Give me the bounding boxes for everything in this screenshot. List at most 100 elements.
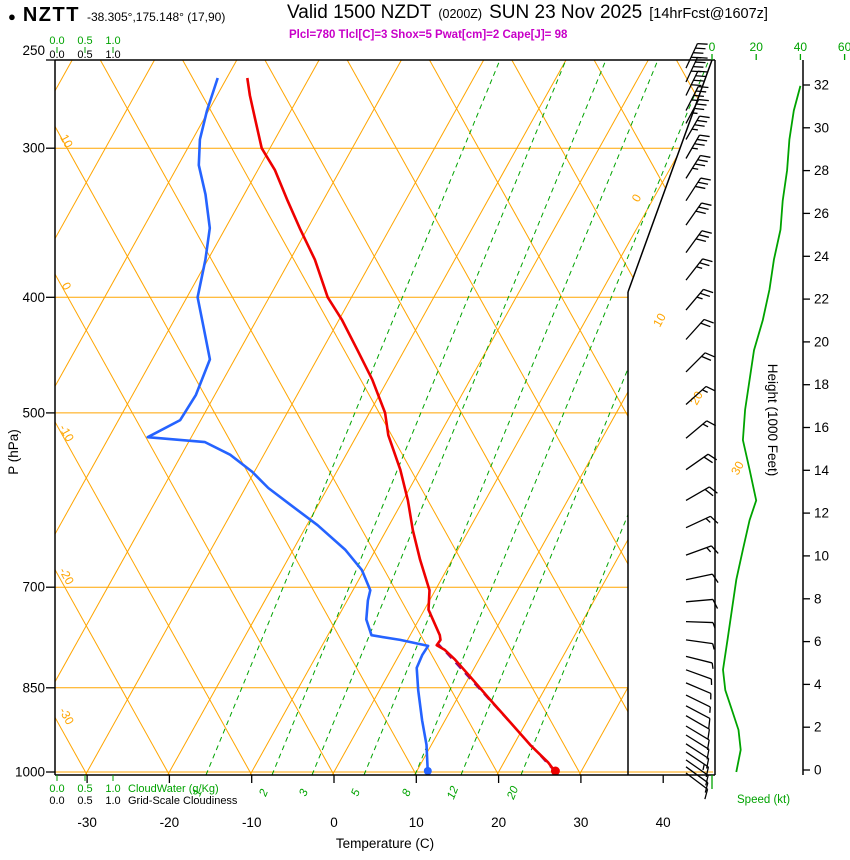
svg-text:700: 700 [22, 580, 45, 595]
svg-text:14: 14 [814, 463, 830, 478]
svg-text:0.0: 0.0 [49, 35, 64, 47]
wind-barb [685, 318, 714, 340]
svg-text:1.0: 1.0 [105, 49, 120, 61]
svg-text:18: 18 [814, 377, 829, 392]
svg-text:1000: 1000 [15, 765, 45, 780]
svg-text:16: 16 [814, 420, 829, 435]
speed-axis-title: Speed (kt) [737, 794, 790, 806]
dry-adiabat-label: 0 [59, 280, 75, 293]
wind-barb [685, 705, 711, 729]
wind-barb [685, 669, 713, 685]
dry-adiabat-label: -10 [56, 422, 77, 444]
stability-parameters: Plcl=780 Tlcl[C]=3 Shox=5 Pwat[cm]=2 Cap… [289, 29, 568, 41]
wind-barb [685, 202, 712, 226]
svg-text:6: 6 [814, 634, 822, 649]
wind-barb [685, 70, 709, 96]
svg-text:0: 0 [814, 763, 822, 778]
mixing-ratio-label: 20 [505, 784, 522, 802]
wind-barb [685, 230, 712, 253]
wind-barb [685, 352, 715, 373]
surface-temp-dot [550, 766, 560, 776]
svg-text:10: 10 [409, 815, 424, 830]
wind-barb [685, 715, 711, 740]
svg-text:0.5: 0.5 [77, 783, 92, 795]
temperature-curve [246, 77, 557, 773]
dry-adiabat-label: 10 [57, 132, 76, 151]
svg-text:32: 32 [814, 78, 829, 93]
svg-text:0.0: 0.0 [49, 783, 64, 795]
wind-barb [685, 743, 710, 769]
station-coords: -38.305°,175.148° (17,90) [86, 10, 226, 24]
wind-barb [685, 573, 719, 583]
pressure-axis: 250 300 400 500 700 850 1000 P (hPa) [6, 43, 55, 780]
svg-text:0.5: 0.5 [77, 795, 92, 807]
wind-barb [685, 177, 711, 202]
mixing-ratio-label: 5 [349, 787, 363, 798]
dewpoint-curve [146, 77, 430, 773]
svg-text:-10: -10 [242, 815, 262, 830]
cloud-scales: 0.0 0.5 1.0 0.0 0.5 1.0 0.0 0.5 1.0 CloudWater (g… [49, 35, 238, 807]
svg-text:300: 300 [22, 141, 45, 156]
svg-text:4: 4 [814, 677, 822, 692]
isotherm-label: 20 [687, 389, 706, 408]
wind-barbs [685, 42, 719, 800]
wind-barb [685, 154, 711, 179]
svg-text:24: 24 [814, 249, 830, 264]
svg-text:20: 20 [491, 815, 506, 830]
wind-speed-curve [722, 85, 802, 773]
svg-text:1.0: 1.0 [105, 783, 120, 795]
valid-time: Valid 1500 NZDT [287, 2, 432, 23]
mixing-ratio-label: 8 [400, 787, 414, 798]
svg-text:8: 8 [814, 591, 822, 606]
wind-barb [685, 598, 719, 609]
wind-barb [685, 385, 716, 405]
wind-barb [685, 258, 713, 281]
svg-text:0: 0 [330, 815, 338, 830]
valid-time-header: Valid 1500 NZDT (0200Z) SUN 23 Nov 2025 … [287, 2, 768, 24]
dry-adiabat-label: -20 [56, 565, 77, 587]
svg-text:60: 60 [838, 40, 850, 54]
svg-text:850: 850 [22, 680, 45, 695]
wind-barb [685, 453, 718, 471]
svg-text:30: 30 [814, 120, 829, 135]
station-marker-icon: ● [8, 9, 16, 24]
svg-text:1.0: 1.0 [105, 35, 120, 47]
svg-text:30: 30 [573, 815, 588, 830]
mixing-ratio-lines [205, 60, 712, 775]
svg-text:26: 26 [814, 206, 829, 221]
wind-barb [685, 115, 710, 140]
mixing-ratio-label: 12 [445, 784, 461, 801]
wind-barb [685, 655, 714, 669]
svg-text:0.0: 0.0 [49, 795, 64, 807]
valid-date: SUN 23 Nov 2025 [489, 2, 643, 23]
svg-text:20: 20 [814, 334, 829, 349]
svg-text:0: 0 [709, 40, 716, 54]
svg-text:40: 40 [656, 815, 671, 830]
temperature-axis: -30 -20 -10 0 10 20 30 40 Temperature (C) [77, 775, 671, 851]
height-axis-title: Height (1000 Feet) [765, 364, 780, 477]
svg-text:40: 40 [794, 40, 808, 54]
wind-barb [685, 620, 716, 629]
svg-text:28: 28 [814, 163, 829, 178]
forecast-hour: [14hrFcst@1607z] [649, 6, 768, 22]
wind-barb [685, 420, 717, 439]
station-id: NZTT [22, 4, 80, 26]
svg-text:0.0: 0.0 [49, 49, 64, 61]
svg-text:400: 400 [22, 290, 45, 305]
wind-barb [685, 486, 718, 501]
svg-text:250: 250 [22, 43, 45, 58]
svg-text:12: 12 [814, 506, 829, 521]
svg-text:0.5: 0.5 [77, 35, 92, 47]
isotherm-label: 30 [728, 459, 747, 478]
wind-barb [685, 639, 715, 650]
isotherm-label: 10 [650, 311, 669, 330]
isotherm-label: 0 [629, 191, 645, 204]
cloudwater-label: CloudWater (g/Kg) [128, 783, 219, 795]
wind-barb [685, 682, 712, 700]
wind-barb [685, 288, 714, 311]
plot-borders [54, 59, 804, 776]
svg-text:-30: -30 [77, 815, 97, 830]
